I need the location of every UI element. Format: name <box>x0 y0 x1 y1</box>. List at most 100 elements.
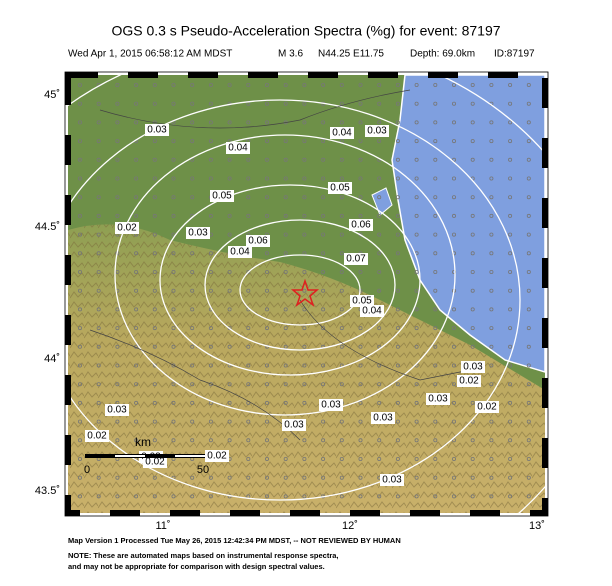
station-dot <box>470 157 475 162</box>
contour-label: 0.03 <box>428 394 448 405</box>
station-dot <box>433 157 438 162</box>
station-dot <box>264 157 269 162</box>
station-dot <box>377 288 382 293</box>
station-dot <box>190 101 195 106</box>
station-dot <box>171 213 176 218</box>
station-dot <box>433 382 438 387</box>
station-dot <box>152 363 157 368</box>
station-dot <box>78 400 83 405</box>
footer-line: NOTE: These are automated maps based on … <box>68 551 339 560</box>
station-dot <box>227 288 232 293</box>
station-dot <box>302 101 307 106</box>
station-dot <box>414 326 419 331</box>
station-dot <box>246 326 251 331</box>
contour-label-bg <box>143 456 167 468</box>
station-dot <box>526 475 531 480</box>
station-dot <box>171 326 176 331</box>
station-dot <box>451 101 456 106</box>
station-dot <box>433 438 438 443</box>
contour-label: 0.04 <box>230 247 250 258</box>
contour-label: 0.06 <box>351 220 371 231</box>
station-dot <box>302 139 307 144</box>
station-dot <box>302 326 307 331</box>
station-dot <box>489 326 494 331</box>
station-dot <box>414 195 419 200</box>
station-dot <box>395 419 400 424</box>
station-dot <box>508 288 513 293</box>
station-dot <box>246 83 251 88</box>
station-dot <box>152 494 157 499</box>
station-dot <box>152 269 157 274</box>
station-dot <box>208 176 213 181</box>
station-dot <box>451 475 456 480</box>
station-dot <box>489 176 494 181</box>
station-dot <box>377 251 382 256</box>
station-dot <box>358 213 363 218</box>
station-dot <box>414 101 419 106</box>
station-dot <box>358 195 363 200</box>
contour-label: 0.03 <box>367 126 387 137</box>
footer-line: Map Version 1 Processed Tue May 26, 2015… <box>68 536 401 545</box>
station-dot <box>489 494 494 499</box>
station-dot <box>433 139 438 144</box>
station-dot <box>246 195 251 200</box>
station-dot <box>115 269 120 274</box>
station-dot <box>171 269 176 274</box>
station-dot <box>470 139 475 144</box>
station-dot <box>190 438 195 443</box>
station-dot <box>171 400 176 405</box>
station-dot <box>78 326 83 331</box>
station-dot <box>433 326 438 331</box>
station-dot <box>395 363 400 368</box>
station-dot <box>508 157 513 162</box>
map-area: 0.03 0.04 0.04 0.03 0.05 0.05 0.06 0.02 0.03 0.06… <box>68 75 545 513</box>
contour-label-bg <box>282 419 306 431</box>
station-dot <box>508 101 513 106</box>
contour-label: 0.05 <box>330 183 350 194</box>
station-dot <box>134 288 139 293</box>
contour-label-bg <box>328 182 352 194</box>
lon-label: 12˚ <box>342 520 358 532</box>
station-dot <box>208 101 213 106</box>
contour-label: 0.04 <box>362 306 382 317</box>
station-dot <box>246 269 251 274</box>
contour-label: 0.03 <box>321 400 341 411</box>
station-dot <box>451 120 456 125</box>
station-dot <box>489 307 494 312</box>
station-dot <box>171 419 176 424</box>
station-dot <box>470 344 475 349</box>
station-dot <box>96 195 101 200</box>
station-dot <box>190 269 195 274</box>
station-dot <box>358 438 363 443</box>
station-dot <box>321 269 326 274</box>
station-dot <box>433 307 438 312</box>
station-dot <box>508 494 513 499</box>
station-dot <box>96 139 101 144</box>
station-dot <box>302 363 307 368</box>
station-dot <box>414 438 419 443</box>
station-dot <box>152 139 157 144</box>
station-dot <box>451 494 456 499</box>
station-dot <box>171 494 176 499</box>
station-dot <box>152 195 157 200</box>
station-dot <box>377 382 382 387</box>
station-dot <box>115 344 120 349</box>
station-dot <box>264 195 269 200</box>
station-dot <box>283 139 288 144</box>
graticule-labels: 45˚ 44.5˚ 44˚ 43.5˚ 11˚ 12˚ 13˚ <box>35 89 545 532</box>
station-dot <box>190 195 195 200</box>
station-dot <box>96 288 101 293</box>
station-dot <box>526 363 531 368</box>
station-dot <box>451 419 456 424</box>
scale-label: 0 <box>84 464 90 476</box>
station-dot <box>96 157 101 162</box>
station-dot <box>78 139 83 144</box>
station-dot <box>171 344 176 349</box>
station-dot <box>526 326 531 331</box>
station-dot <box>134 307 139 312</box>
station-dot <box>358 419 363 424</box>
station-dot <box>433 176 438 181</box>
station-dot <box>96 382 101 387</box>
station-dot <box>526 176 531 181</box>
